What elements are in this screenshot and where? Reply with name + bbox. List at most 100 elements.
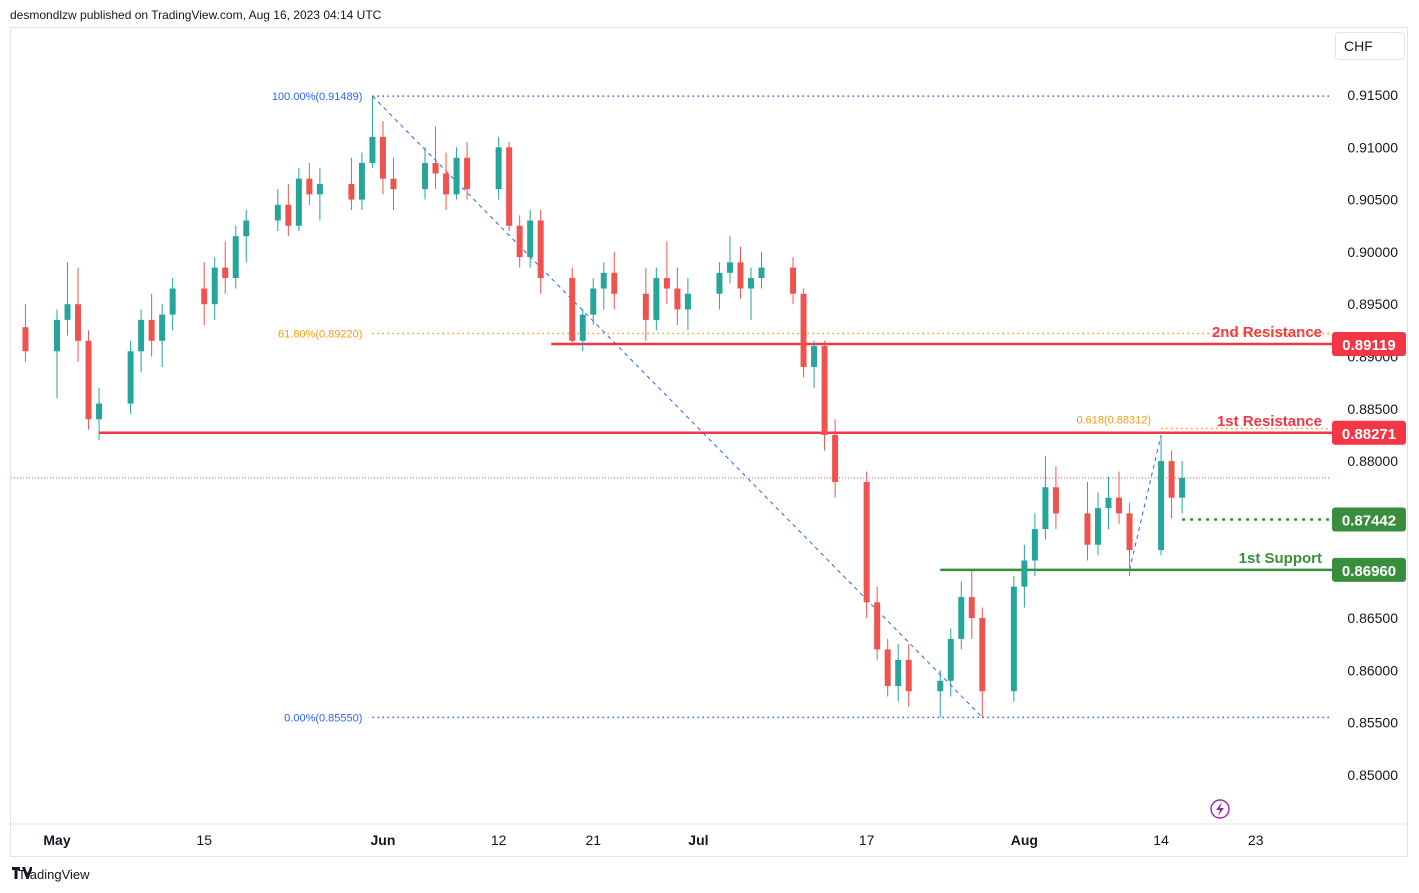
candle-body[interactable] bbox=[348, 183, 355, 200]
candle-body[interactable] bbox=[358, 162, 365, 200]
candle-body[interactable] bbox=[159, 314, 166, 341]
candle-body[interactable] bbox=[138, 319, 145, 352]
candle-body[interactable] bbox=[464, 157, 471, 190]
candle-body[interactable] bbox=[127, 351, 134, 404]
candle-body[interactable] bbox=[285, 204, 292, 226]
candle-body[interactable] bbox=[453, 157, 460, 195]
candle-body[interactable] bbox=[148, 319, 155, 341]
candle-body[interactable] bbox=[979, 618, 986, 692]
candle-body[interactable] bbox=[390, 178, 397, 190]
candle-body[interactable] bbox=[1179, 477, 1186, 498]
candle-body[interactable] bbox=[800, 293, 807, 367]
candle-body[interactable] bbox=[169, 288, 176, 315]
candle-body[interactable] bbox=[1021, 560, 1028, 587]
candle-body[interactable] bbox=[937, 680, 944, 692]
candle-body[interactable] bbox=[295, 178, 302, 226]
candle-body[interactable] bbox=[958, 597, 965, 639]
candle-body[interactable] bbox=[579, 314, 586, 341]
candle-body[interactable] bbox=[674, 288, 681, 310]
time-tick-label: Jul bbox=[688, 832, 708, 848]
price-tick-label: 0.85500 bbox=[1347, 715, 1398, 731]
candle-body[interactable] bbox=[737, 262, 744, 289]
candle-body[interactable] bbox=[758, 267, 765, 279]
candle-body[interactable] bbox=[600, 272, 607, 289]
price-tick-label: 0.86000 bbox=[1347, 662, 1398, 678]
candle-body[interactable] bbox=[1105, 497, 1112, 509]
candle-body[interactable] bbox=[716, 272, 723, 294]
price-tick-label: 0.86500 bbox=[1347, 610, 1398, 626]
candle-body[interactable] bbox=[422, 162, 429, 190]
candle-body[interactable] bbox=[1042, 487, 1049, 530]
price-tick-label: 0.91500 bbox=[1347, 87, 1398, 103]
candle-body[interactable] bbox=[611, 272, 618, 294]
candle-body[interactable] bbox=[85, 340, 92, 420]
lightning-icon[interactable] bbox=[1210, 799, 1230, 819]
candle-body[interactable] bbox=[201, 288, 208, 305]
candle-body[interactable] bbox=[222, 267, 229, 279]
publisher-header: desmondlzw published on TradingView.com,… bbox=[10, 8, 382, 22]
candle-body[interactable] bbox=[506, 147, 513, 226]
fib-trend-line bbox=[372, 95, 983, 718]
candle-body[interactable] bbox=[895, 659, 902, 686]
candle-body[interactable] bbox=[821, 346, 828, 435]
candle-body[interactable] bbox=[75, 304, 82, 341]
candle-body[interactable] bbox=[811, 346, 818, 367]
time-tick-label: Aug bbox=[1011, 832, 1038, 848]
candle-body[interactable] bbox=[274, 204, 281, 221]
candle-body[interactable] bbox=[22, 327, 29, 352]
candle-body[interactable] bbox=[1094, 508, 1101, 545]
candle-body[interactable] bbox=[684, 293, 691, 310]
candle-body[interactable] bbox=[642, 293, 649, 320]
candle-body[interactable] bbox=[569, 278, 576, 341]
candle-body[interactable] bbox=[1031, 529, 1038, 561]
candle-body[interactable] bbox=[1052, 487, 1059, 514]
candle-body[interactable] bbox=[968, 597, 975, 618]
candle-body[interactable] bbox=[54, 319, 60, 352]
footer-brand: TradingView bbox=[12, 867, 90, 882]
price-badge-label: 0.87442 bbox=[1342, 512, 1396, 529]
candle-body[interactable] bbox=[884, 649, 891, 686]
level-label: 1st Resistance bbox=[1217, 413, 1322, 430]
candle-body[interactable] bbox=[443, 173, 450, 195]
chart-frame bbox=[10, 27, 1408, 857]
price-badge bbox=[1332, 507, 1406, 532]
candle-body[interactable] bbox=[306, 178, 313, 195]
candle-body[interactable] bbox=[316, 183, 323, 195]
candle-body[interactable] bbox=[527, 220, 534, 258]
candle-body[interactable] bbox=[232, 236, 239, 279]
candle-body[interactable] bbox=[874, 602, 881, 650]
candle-body[interactable] bbox=[905, 659, 912, 692]
price-badge-label: 0.89119 bbox=[1342, 337, 1395, 354]
fib-level-label: 0.00%(0.85550) bbox=[284, 712, 362, 724]
candle-body[interactable] bbox=[495, 147, 502, 190]
candle-body[interactable] bbox=[64, 304, 71, 320]
candle-body[interactable] bbox=[96, 403, 103, 420]
candle-body[interactable] bbox=[432, 162, 439, 174]
candle-body[interactable] bbox=[1168, 461, 1175, 498]
candle-body[interactable] bbox=[369, 136, 376, 163]
candle-body[interactable] bbox=[1084, 513, 1091, 545]
candle-body[interactable] bbox=[947, 638, 954, 681]
candle-body[interactable] bbox=[747, 278, 754, 289]
footer-brand-text: TradingView bbox=[18, 867, 90, 882]
price-tick-label: 0.88000 bbox=[1347, 453, 1398, 469]
candle-body[interactable] bbox=[653, 278, 660, 320]
candle-body[interactable] bbox=[537, 220, 544, 279]
candle-body[interactable] bbox=[211, 267, 218, 305]
candle-body[interactable] bbox=[1126, 513, 1133, 551]
candle-body[interactable] bbox=[790, 267, 797, 294]
candle-body[interactable] bbox=[1116, 497, 1123, 514]
time-tick-label: May bbox=[43, 832, 70, 848]
candle-body[interactable] bbox=[516, 225, 523, 258]
candle-body[interactable] bbox=[590, 288, 597, 315]
candle-body[interactable] bbox=[1158, 461, 1165, 551]
candle-body[interactable] bbox=[1010, 586, 1017, 692]
candle-body[interactable] bbox=[863, 482, 870, 603]
candle-body[interactable] bbox=[243, 220, 250, 237]
currency-selector[interactable]: CHF bbox=[1335, 32, 1405, 60]
candle-body[interactable] bbox=[379, 136, 386, 179]
candle-body[interactable] bbox=[663, 278, 670, 289]
candle-body[interactable] bbox=[832, 434, 839, 483]
candle-body[interactable] bbox=[726, 262, 733, 273]
